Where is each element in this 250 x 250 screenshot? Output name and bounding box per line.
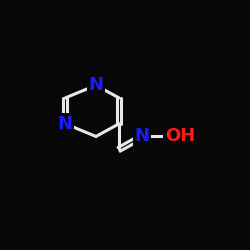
Text: N: N	[58, 115, 73, 133]
Text: N: N	[135, 128, 150, 146]
Text: N: N	[58, 115, 73, 133]
Text: N: N	[88, 76, 104, 94]
Text: OH: OH	[165, 128, 196, 146]
Text: N: N	[135, 128, 150, 146]
Text: OH: OH	[165, 128, 196, 146]
Text: N: N	[88, 76, 104, 94]
